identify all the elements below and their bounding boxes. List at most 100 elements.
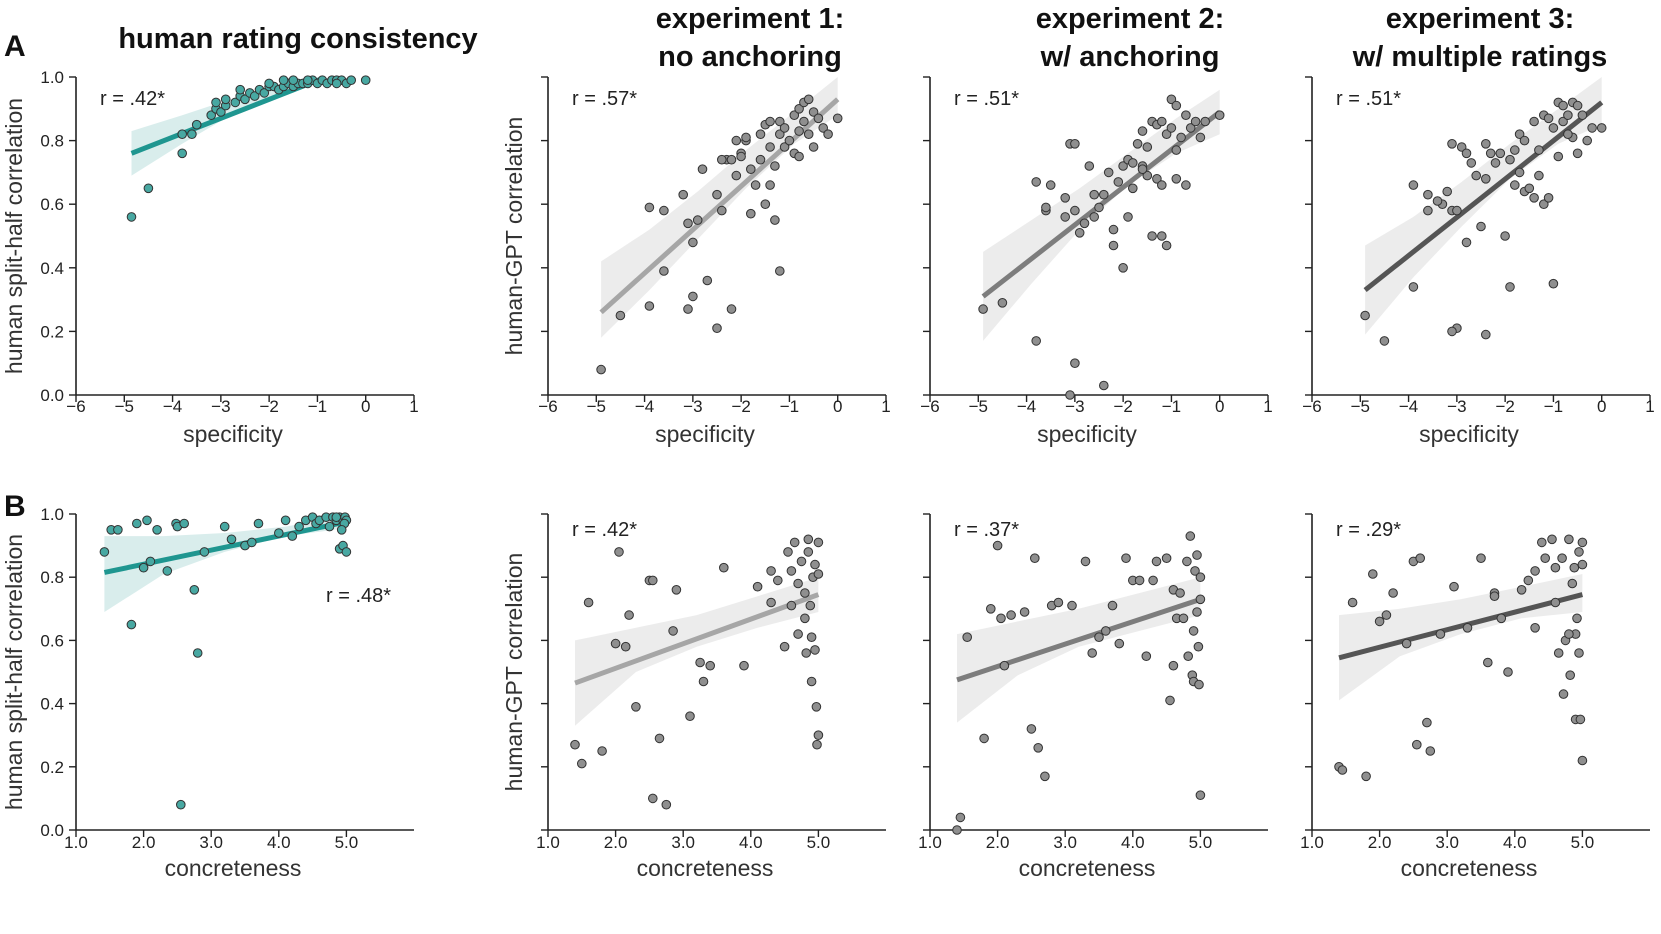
panel-a2-data-point (765, 142, 775, 152)
panel-b2-data-point (766, 597, 776, 608)
panel-a4-data-point (1510, 145, 1520, 155)
panel-b2-data-point (773, 575, 783, 586)
panel-b2-data-point (705, 660, 716, 671)
panel-a1-data-point (278, 75, 289, 85)
panel-a1-data-point (346, 75, 357, 85)
panel-b3-data-point (1087, 648, 1097, 658)
panel-a2-data-point (678, 189, 689, 200)
panel-a1-data-point (259, 88, 270, 98)
panel-b3-data-point (1101, 626, 1111, 636)
panel-b3-data-point (1019, 607, 1030, 617)
panel-a3-x-tick-label: −3 (1065, 397, 1084, 416)
panel-a3-data-point (1113, 177, 1124, 187)
panel-a2-data-point (750, 180, 761, 190)
panel-a4-data-point (1543, 113, 1554, 124)
panel-b3-data-point (1165, 695, 1175, 706)
panel-a4-x-tick-label: 1 (1645, 397, 1654, 416)
panel-b3-data-point (1134, 575, 1145, 586)
panel-a4-data-point (1408, 180, 1419, 190)
panel-a3-data-point (1060, 193, 1070, 203)
panel-a4-data-point (1572, 148, 1583, 159)
panel-a2-data-point (736, 151, 746, 162)
panel-a3-data-point (1031, 336, 1041, 346)
panel-a1-data-point (288, 75, 299, 85)
panel-a2-data-point (596, 364, 606, 375)
panel-a4-data-point (1524, 183, 1535, 194)
panel-a3-data-point (1045, 180, 1056, 190)
panel-a4-data-point (1505, 154, 1515, 165)
panel-a1-x-tick-label: −2 (259, 397, 278, 416)
row-label-a: A (4, 30, 26, 63)
panel-a1-data-point (187, 129, 197, 139)
panel-b4-x-tick-label: 3.0 (1435, 833, 1459, 852)
panel-b2-data-point (695, 657, 705, 668)
panel-a1-data-point (216, 107, 226, 117)
panel-b2-data-point (811, 702, 822, 712)
column-title-3-line2: w/ anchoring (1040, 41, 1220, 73)
panel-b2-y-axis-label: human-GPT correlation (501, 553, 527, 792)
panel-a4-data-point (1534, 170, 1544, 181)
panel-a3-data-point (1041, 202, 1051, 213)
panel-b1-data-point (152, 525, 162, 535)
panel-a2-data-point (746, 208, 756, 219)
panel-a1-data-point (177, 148, 187, 159)
panel-a3-confidence-band (983, 89, 1220, 341)
column-title-3-line1: experiment 2: (1036, 3, 1225, 35)
panel-b1-data-point (274, 528, 284, 538)
panel-a1-y-tick-label: 0.6 (40, 195, 64, 214)
panel-a2-data-point (765, 116, 775, 127)
panel-a3-data-point (978, 304, 988, 314)
panel-b4-data-point (1435, 629, 1446, 639)
panel-b2-data-point (739, 660, 749, 671)
panel-b4-data-point (1574, 648, 1584, 658)
panel-b2-data-point (810, 645, 820, 655)
column-title-2-line1: experiment 1: (656, 3, 845, 35)
panel-b4-data-point (1523, 575, 1534, 586)
panel-b4-data-point (1476, 553, 1486, 564)
panel-a4-data-point (1563, 110, 1573, 120)
panel-a2-y-axis-label: human-GPT correlation (501, 117, 527, 356)
panel-a2-data-point (755, 154, 766, 165)
panel-b1-data-point (324, 521, 335, 532)
panel-b4-data-point (1558, 689, 1569, 699)
panel-b3-data-point (1194, 679, 1204, 690)
panel-a4-x-tick-label: −1 (1544, 397, 1563, 416)
panel-b2-data-point (610, 638, 621, 649)
panel-a3-data-point (1074, 228, 1085, 238)
panel-b4-r-annotation: r = .29* (1336, 519, 1401, 541)
panel-a4-data-point (1490, 158, 1501, 168)
panel-b4-data-point (1415, 553, 1425, 564)
panel-b4-data-point (1577, 755, 1588, 766)
panel-b4-data-point (1577, 537, 1588, 548)
panel-b3-data-point (1080, 556, 1091, 567)
panel-a3-data-point (1132, 139, 1143, 149)
panel-a4-data-point (1553, 151, 1564, 162)
panel-b3-x-tick-label: 3.0 (1053, 833, 1077, 852)
panel-a3-data-point (1118, 161, 1128, 171)
panel-b3-data-point (1033, 743, 1043, 753)
panel-a3-data-point (1089, 212, 1099, 222)
panel-a2-x-tick-label: −2 (731, 397, 750, 416)
panel-a2-data-point (755, 129, 766, 139)
panel-b4-regression-line (1338, 592, 1584, 661)
panel-a3-data-point (1166, 94, 1177, 105)
panel-b3-x-tick-label: 5.0 (1189, 833, 1213, 852)
panel-b3-data-point (1175, 588, 1185, 598)
panel-b2-data-point (779, 641, 790, 652)
panel-b2-data-point (570, 739, 580, 750)
panel-b2-data-point (577, 758, 587, 769)
column-title-1: human rating consistency (118, 23, 477, 55)
panel-b3-data-point (1188, 626, 1199, 636)
panel-a3-data-point (1103, 167, 1114, 178)
panel-b3-data-point (1141, 651, 1152, 662)
panel-b3-data-point (992, 540, 1003, 551)
panel-b3-data-point (1151, 556, 1162, 567)
panel-a4-data-point (1456, 142, 1467, 152)
panel-a4-x-tick-label: 0 (1597, 397, 1606, 416)
panel-a2-x-axis-label: specificity (655, 421, 755, 447)
panel-a2-data-point (775, 266, 785, 276)
panel-a4-x-axis-label: specificity (1419, 421, 1519, 447)
panel-a4-data-point (1442, 186, 1452, 197)
panel-a3-data-point (1108, 224, 1119, 235)
panel-a4-data-point (1548, 123, 1559, 133)
